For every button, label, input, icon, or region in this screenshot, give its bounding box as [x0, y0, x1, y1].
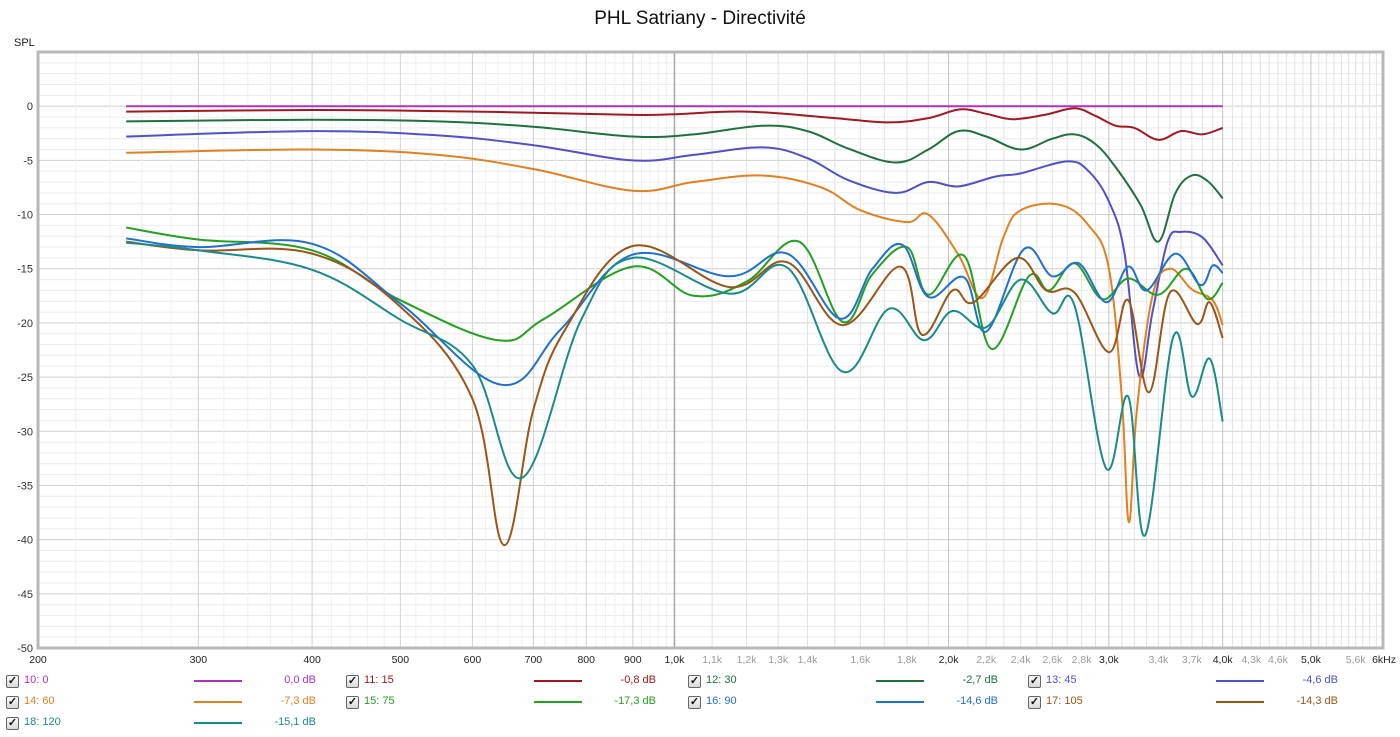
legend-line-swatch [1216, 680, 1264, 682]
x-tick-label: 5,0k [1301, 654, 1322, 666]
y-tick-label: -25 [17, 372, 33, 384]
legend-item: ✓ 17: 105 -14,3 dB [1028, 695, 1358, 713]
legend-item: ✓ 12: 30 -2,7 dB [688, 674, 1018, 692]
x-tick-label: 500 [392, 654, 410, 666]
x-tick-label: 900 [624, 654, 642, 666]
x-tick-labels: 200 300 400 500 600 700 800 900 1,0k 1,1k 1,2k 1,3k… [29, 654, 1396, 666]
x-tick-label: 1,1k [702, 654, 723, 666]
y-tick-label: -40 [17, 535, 33, 547]
legend-series-value: -15,1 dB [274, 716, 316, 728]
legend-line-swatch [876, 680, 924, 682]
legend-series-value: -4,6 dB [1302, 674, 1338, 686]
legend-series-name: 11: 15 [364, 674, 394, 686]
x-tick-label: 1,2k [737, 654, 758, 666]
plot-frame [36, 50, 1385, 650]
series-line-3 [126, 130, 1224, 379]
legend-series-name: 18: 120 [24, 716, 61, 728]
x-tick-label: 2,0k [939, 654, 960, 666]
series-visibility-checkbox[interactable]: ✓ [6, 717, 19, 730]
legend-series-value: -0,8 dB [620, 674, 656, 686]
legend-item: ✓ 10: 0 0,0 dB [6, 674, 336, 692]
series-line-8 [126, 241, 1224, 537]
legend-line-swatch [194, 701, 242, 703]
series-line-6 [126, 237, 1224, 386]
y-tick-labels: 0 -5 -10 -15 -20 -25 -30 -35 -40 -45 -50 [17, 101, 33, 655]
x-tick-label: 2,6k [1042, 654, 1063, 666]
legend-line-swatch [534, 701, 582, 703]
legend-series-value: -14,3 dB [1296, 695, 1338, 707]
frequency-response-chart: 0 -5 -10 -15 -20 -25 -30 -35 -40 -45 -50 200 300 400… [17, 50, 1396, 666]
legend: ✓ 10: 0 0,0 dB ✓ 11: 15 -0,8 dB ✓ 12: 30 -2,7 dB… [0, 672, 1400, 737]
x-tick-label: 2,8k [1072, 654, 1093, 666]
x-tick-label: 5,6k [1346, 654, 1367, 666]
y-tick-label: -15 [17, 264, 33, 276]
legend-series-value: -7,3 dB [280, 695, 316, 707]
series-visibility-checkbox[interactable]: ✓ [6, 675, 19, 688]
series-visibility-checkbox[interactable]: ✓ [1028, 696, 1041, 709]
legend-line-swatch [1216, 701, 1264, 703]
series-visibility-checkbox[interactable]: ✓ [688, 675, 701, 688]
series-line-7 [126, 240, 1224, 547]
legend-item: ✓ 14: 60 -7,3 dB [6, 695, 336, 713]
series-line-1 [126, 107, 1224, 141]
series-visibility-checkbox[interactable]: ✓ [346, 675, 359, 688]
legend-line-swatch [194, 722, 242, 724]
x-tick-label: 300 [190, 654, 208, 666]
y-tick-label: -50 [17, 643, 33, 655]
x-tick-label: 2,2k [976, 654, 997, 666]
legend-series-name: 14: 60 [24, 695, 55, 707]
y-tick-label: -10 [17, 210, 33, 222]
legend-item: ✓ 18: 120 -15,1 dB [6, 716, 336, 734]
x-tick-label: 400 [303, 654, 321, 666]
x-tick-label: 1,6k [850, 654, 871, 666]
legend-series-value: -2,7 dB [962, 674, 998, 686]
x-tick-label: 600 [464, 654, 482, 666]
series-visibility-checkbox[interactable]: ✓ [688, 696, 701, 709]
x-tick-label: 4,6k [1268, 654, 1289, 666]
y-tick-label: -5 [23, 155, 33, 167]
series-visibility-checkbox[interactable]: ✓ [6, 696, 19, 709]
x-tick-label: 1,8k [897, 654, 918, 666]
series-lines [126, 105, 1224, 547]
legend-item: ✓ 11: 15 -0,8 dB [346, 674, 676, 692]
legend-series-name: 10: 0 [24, 674, 49, 686]
legend-line-swatch [876, 701, 924, 703]
x-tick-label: 1,3k [768, 654, 789, 666]
x-tick-label: 3,7k [1182, 654, 1203, 666]
legend-series-name: 12: 30 [706, 674, 737, 686]
legend-series-value: -14,6 dB [956, 695, 998, 707]
legend-line-swatch [194, 680, 242, 682]
x-tick-label: 800 [577, 654, 595, 666]
legend-series-name: 13: 45 [1046, 674, 1077, 686]
legend-series-name: 16: 90 [706, 695, 737, 707]
chart-title: PHL Satriany - Directivité [594, 8, 806, 29]
y-tick-label: -20 [17, 318, 33, 330]
legend-line-swatch [534, 680, 582, 682]
y-tick-label: -35 [17, 480, 33, 492]
y-tick-label: -45 [17, 589, 33, 601]
x-tick-label: 1,4k [798, 654, 819, 666]
legend-series-value: -17,3 dB [614, 695, 656, 707]
series-visibility-checkbox[interactable]: ✓ [1028, 675, 1041, 688]
x-tick-label: 2,4k [1011, 654, 1032, 666]
legend-series-name: 17: 105 [1046, 695, 1083, 707]
legend-item: ✓ 15: 75 -17,3 dB [346, 695, 676, 713]
series-visibility-checkbox[interactable]: ✓ [346, 696, 359, 709]
legend-series-name: 15: 75 [364, 695, 395, 707]
x-tick-label: 200 [29, 654, 47, 666]
y-tick-label: -30 [17, 426, 33, 438]
x-tick-label: 4,0k [1213, 654, 1234, 666]
x-tick-label: 6kHz [1372, 654, 1396, 666]
x-tick-label: 4,3k [1241, 654, 1262, 666]
x-tick-label: 3,0k [1099, 654, 1120, 666]
y-axis-label: SPL [14, 37, 35, 49]
x-tick-label: 700 [525, 654, 543, 666]
y-tick-label: 0 [27, 101, 33, 113]
x-tick-label: 1,0k [665, 654, 686, 666]
x-tick-label: 3,4k [1148, 654, 1169, 666]
legend-item: ✓ 16: 90 -14,6 dB [688, 695, 1018, 713]
legend-series-value: 0,0 dB [284, 674, 316, 686]
legend-item: ✓ 13: 45 -4,6 dB [1028, 674, 1358, 692]
series-line-2 [126, 118, 1224, 243]
